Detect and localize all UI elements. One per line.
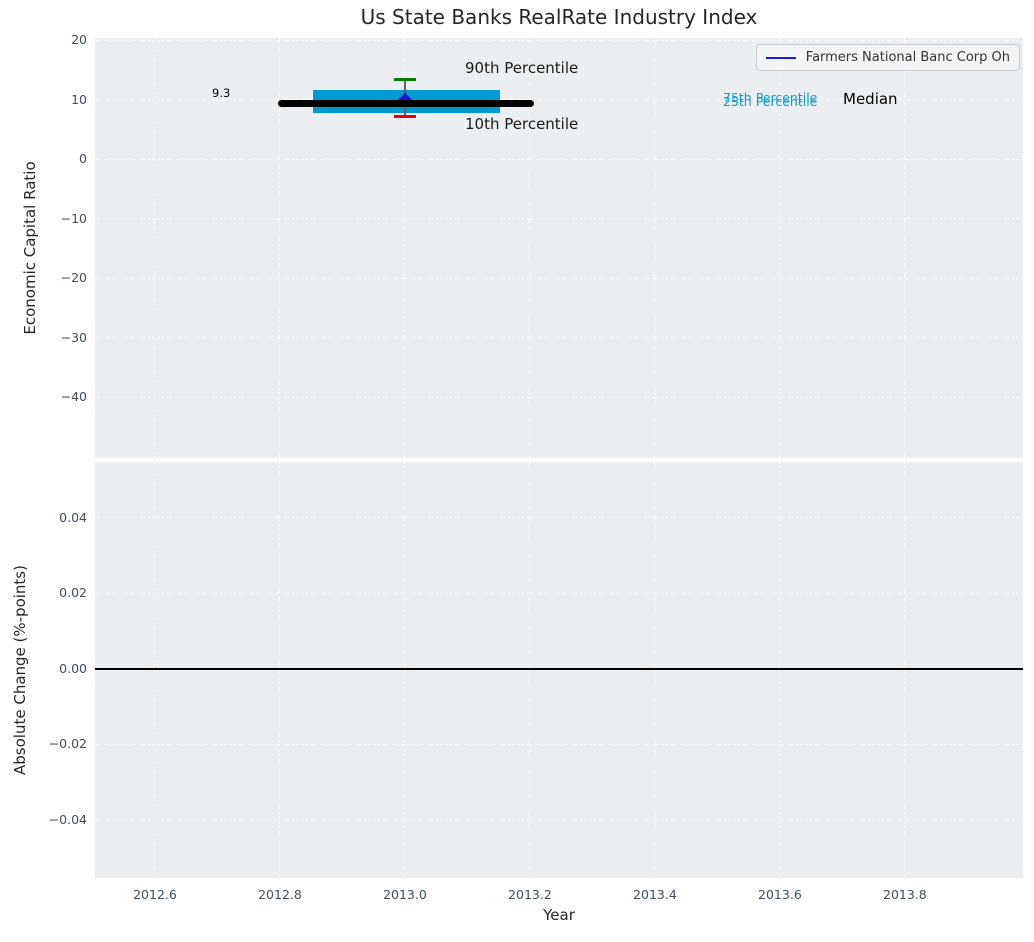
x-tick-label: 2013.8 [883, 887, 927, 902]
annotation-75th-percentile: 75th Percentile [723, 90, 818, 105]
gridline-horizontal [95, 517, 1023, 519]
annotation-10th-percentile: 10th Percentile [465, 115, 579, 133]
chart-title: Us State Banks RealRate Industry Index [360, 5, 758, 29]
gridline-vertical [779, 38, 781, 458]
x-tick-label: 2012.6 [133, 887, 177, 902]
y-tick-label: −0.02 [48, 736, 87, 752]
y-tick-label: −30 [60, 329, 87, 345]
x-tick-label: 2013.0 [383, 887, 427, 902]
gridline-horizontal [95, 337, 1023, 338]
y-tick-label: −0.04 [48, 811, 87, 827]
legend: Farmers National Banc Corp Oh [755, 44, 1020, 71]
median-line [278, 100, 534, 108]
gridline-horizontal [95, 218, 1023, 220]
y-tick-label: 20 [71, 32, 87, 48]
gridline-vertical [279, 38, 281, 458]
x-tick-label: 2013.2 [508, 887, 552, 902]
annotation-median-label: Median [843, 90, 898, 108]
y-tick-label: −40 [60, 389, 87, 404]
y-tick-label: −20 [60, 270, 87, 286]
gridline-horizontal [95, 99, 1023, 101]
legend-series-label: Farmers National Banc Corp Oh [805, 50, 1010, 65]
p90-cap [393, 77, 416, 81]
y-tick-label: 0.02 [59, 585, 87, 601]
annotation-90th-percentile: 90th Percentile [465, 59, 579, 77]
y-tick-label: 0.00 [59, 660, 87, 676]
annotation-median-value: 9.3 [212, 86, 231, 100]
gridline-vertical [654, 38, 656, 458]
gridline-horizontal [95, 396, 1023, 398]
gridline-vertical [154, 462, 156, 878]
gridline-vertical [404, 462, 406, 878]
gridline-vertical [904, 38, 906, 458]
legend-line-swatch [765, 56, 796, 59]
gridline-horizontal [95, 277, 1023, 279]
gridline-horizontal [95, 819, 1023, 821]
gridline-vertical [154, 38, 156, 458]
y-tick-label: −10 [60, 210, 87, 226]
gridline-vertical [529, 462, 531, 878]
gridline-horizontal [95, 592, 1023, 594]
axes-absolute-change [95, 462, 1023, 878]
gridline-vertical [279, 462, 281, 878]
y-tick-label: 10 [71, 91, 87, 107]
y-tick-label: 0.04 [59, 509, 87, 525]
gridline-vertical [654, 462, 656, 878]
gridline-horizontal [95, 743, 1023, 745]
gridline-vertical [404, 38, 406, 458]
x-axis-label: Year [543, 906, 575, 924]
gridline-vertical [779, 462, 781, 878]
gridline-horizontal [95, 39, 1023, 41]
zero-reference-line [95, 667, 1023, 670]
x-tick-label: 2013.6 [758, 887, 802, 902]
gridline-vertical [529, 38, 531, 458]
gridline-horizontal [95, 158, 1023, 160]
x-tick-label: 2013.4 [633, 887, 677, 902]
y-axis-label-top: Economic Capital Ratio [21, 161, 39, 335]
gridline-vertical [904, 462, 906, 878]
axes-economic-capital-ratio: 90th Percentile 10th Percentile 9.3 75th… [95, 38, 1023, 458]
annotation-25th-percentile: 25th Percentile [723, 94, 818, 109]
p10-cap [393, 114, 416, 118]
y-tick-label: 0 [79, 151, 87, 167]
x-tick-label: 2012.8 [258, 887, 302, 902]
